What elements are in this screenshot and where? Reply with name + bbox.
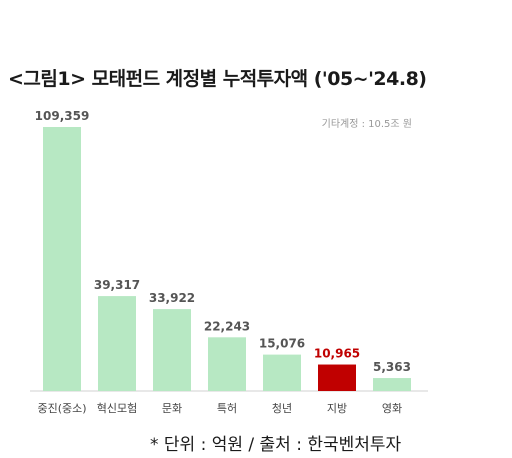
bar-6 [318, 364, 356, 391]
footnote: * 단위 : 억원 / 출처 : 한국벤처투자 [150, 435, 402, 455]
category-label-3: 문화 [162, 402, 182, 415]
category-label-5: 청년 [272, 402, 292, 415]
category-label-6: 지방 [327, 402, 347, 415]
bar-3 [153, 309, 191, 391]
category-label-4: 특허 [217, 402, 237, 415]
bar-2 [98, 296, 136, 391]
value-label-5: 15,076 [259, 337, 305, 351]
category-label-1: 중진(중소) [37, 402, 86, 415]
value-label-2: 39,317 [94, 278, 140, 292]
bar-5 [263, 354, 301, 391]
value-label-4: 22,243 [204, 319, 250, 333]
value-label-7: 5,363 [373, 360, 411, 374]
value-label-1: 109,359 [35, 109, 90, 123]
value-label-6: 10,965 [314, 347, 360, 361]
annotation-text: 기타계정 : 10.5조 원 [322, 118, 412, 130]
category-label-2: 혁신모험 [97, 402, 137, 415]
bar-1 [43, 127, 81, 391]
chart-title: <그림1> 모태펀드 계정별 누적투자액 ('05~'24.8) [8, 68, 427, 90]
category-label-7: 영화 [382, 402, 402, 415]
bar-4 [208, 337, 246, 391]
bar-7 [373, 378, 411, 391]
value-label-3: 33,922 [149, 291, 195, 305]
